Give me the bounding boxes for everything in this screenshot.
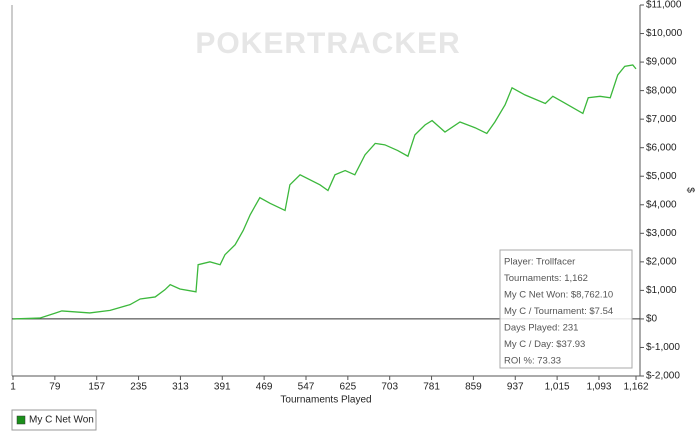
y-tick-label: $3,000: [646, 228, 677, 239]
info-line: Player: Trollfacer: [504, 257, 575, 268]
x-tick-label: 79: [49, 382, 61, 393]
x-tick-label: 547: [298, 382, 315, 393]
x-tick-label: 235: [130, 382, 147, 393]
x-axis-label: Tournaments Played: [280, 395, 371, 406]
y-axis-label: $: [684, 187, 695, 193]
x-tick-label: 625: [339, 382, 356, 393]
x-tick-label: 1: [10, 382, 16, 393]
y-tick-label: $-1,000: [646, 342, 680, 353]
x-tick-label: 391: [214, 382, 231, 393]
y-tick-label: $1,000: [646, 285, 677, 296]
y-tick-label: $0: [646, 314, 658, 325]
x-tick-label: 313: [172, 382, 189, 393]
x-tick-label: 781: [423, 382, 440, 393]
y-tick-label: $-2,000: [646, 371, 680, 382]
y-tick-label: $9,000: [646, 57, 677, 68]
y-tick-label: $4,000: [646, 199, 677, 210]
info-line: Tournaments: 1,162: [504, 273, 588, 284]
x-tick-label: 859: [465, 382, 482, 393]
x-tick-label: 157: [88, 382, 105, 393]
info-box: [499, 249, 633, 369]
y-tick-label: $10,000: [646, 28, 683, 39]
info-line: ROI %: 73.33: [504, 356, 561, 367]
info-line: My C Net Won: $8,762.10: [504, 290, 613, 301]
x-tick-label: 1,093: [586, 382, 611, 393]
y-tick-label: $8,000: [646, 85, 677, 96]
y-tick-label: $2,000: [646, 256, 677, 267]
info-line: My C / Day: $37.93: [504, 339, 585, 350]
x-tick-label: 1,162: [623, 382, 648, 393]
legend-label: My C Net Won: [29, 415, 94, 426]
x-tick-label: 703: [381, 382, 398, 393]
x-tick-label: 469: [256, 382, 273, 393]
legend-swatch: [16, 415, 26, 425]
series-line: [12, 64, 637, 320]
watermark: POKERTRACKER: [195, 27, 460, 60]
info-line: Days Played: 231: [504, 323, 578, 334]
y-tick-label: $11,000: [646, 0, 682, 11]
y-tick-label: $6,000: [646, 142, 677, 153]
legend-box: [11, 409, 97, 431]
y-tick-label: $5,000: [646, 171, 677, 182]
y-tick-label: $7,000: [646, 114, 677, 125]
x-tick-label: 1,015: [545, 382, 570, 393]
info-line: My C / Tournament: $7.54: [504, 306, 613, 317]
x-tick-label: 937: [507, 382, 524, 393]
